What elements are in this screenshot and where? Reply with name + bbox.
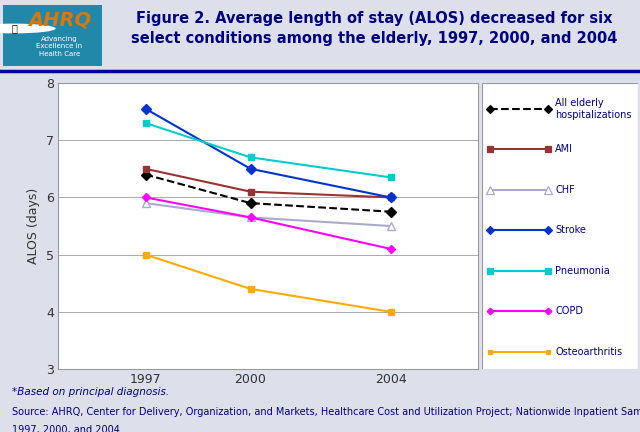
Circle shape [0, 24, 56, 33]
Text: 1997, 2000, and 2004.: 1997, 2000, and 2004. [12, 426, 122, 432]
Text: All elderly
hospitalizations: All elderly hospitalizations [556, 98, 632, 120]
Text: Source: AHRQ, Center for Delivery, Organization, and Markets, Healthcare Cost an: Source: AHRQ, Center for Delivery, Organ… [12, 407, 640, 417]
Text: Stroke: Stroke [556, 226, 586, 235]
FancyBboxPatch shape [3, 4, 102, 66]
Text: *Based on principal diagnosis.: *Based on principal diagnosis. [12, 387, 169, 397]
Text: Osteoarthritis: Osteoarthritis [556, 347, 623, 357]
Text: 🦅: 🦅 [11, 23, 17, 34]
FancyBboxPatch shape [482, 83, 638, 369]
Y-axis label: ALOS (days): ALOS (days) [28, 188, 40, 264]
Text: Advancing
Excellence in
Health Care: Advancing Excellence in Health Care [36, 36, 83, 57]
Text: CHF: CHF [556, 185, 575, 195]
Text: AHRQ: AHRQ [28, 10, 91, 29]
Text: COPD: COPD [556, 306, 583, 316]
Text: Figure 2. Average length of stay (ALOS) decreased for six
select conditions amon: Figure 2. Average length of stay (ALOS) … [131, 11, 618, 46]
Text: AMI: AMI [556, 144, 573, 154]
Text: Pneumonia: Pneumonia [556, 266, 610, 276]
